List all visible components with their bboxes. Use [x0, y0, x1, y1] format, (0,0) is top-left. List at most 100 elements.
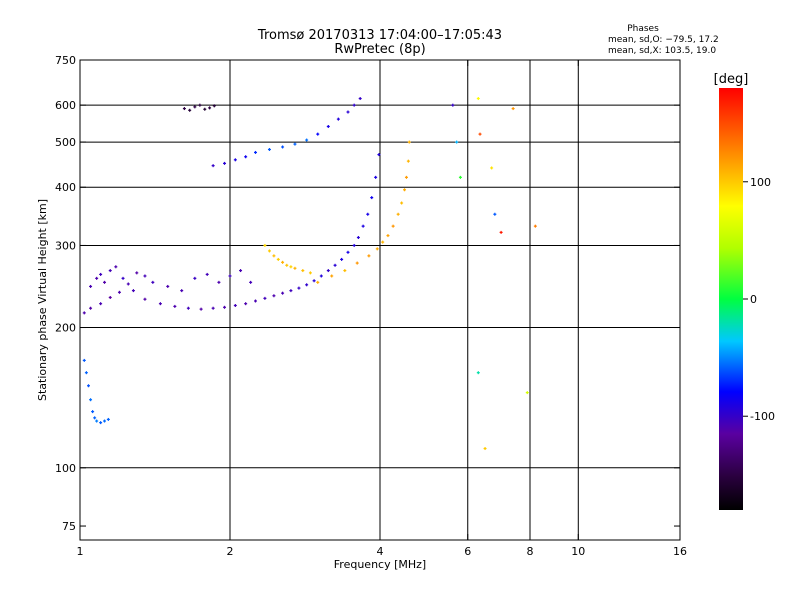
data-point [333, 263, 337, 267]
data-point [89, 398, 93, 402]
data-point [451, 103, 455, 107]
data-point [239, 269, 243, 273]
data-point [336, 117, 340, 121]
data-point [352, 103, 356, 107]
colorbar-tick-label: 0 [750, 293, 757, 306]
data-point [361, 224, 365, 228]
data-point [91, 410, 95, 414]
data-point [403, 188, 407, 192]
data-point [99, 272, 103, 276]
data-point [217, 280, 221, 284]
data-point [370, 196, 374, 200]
data-point [391, 224, 395, 228]
data-point [490, 166, 494, 170]
data-point [263, 296, 267, 300]
data-point [186, 306, 190, 310]
data-point [211, 306, 215, 310]
data-point [511, 107, 515, 111]
data-point [205, 272, 209, 276]
data-points [82, 97, 537, 451]
x-tick-label: 10 [571, 545, 585, 558]
data-point [198, 103, 202, 107]
data-point [126, 282, 130, 286]
data-point [319, 274, 323, 278]
data-point [193, 105, 197, 109]
data-point [367, 254, 371, 258]
y-tick-label: 200 [55, 322, 76, 335]
data-point [188, 108, 192, 112]
data-point [106, 417, 110, 421]
data-point [263, 243, 267, 247]
colorbar [719, 88, 743, 510]
data-point [358, 97, 362, 101]
data-point [114, 265, 118, 269]
data-point [223, 305, 227, 309]
y-tick-label: 300 [55, 239, 76, 252]
data-point [533, 224, 537, 228]
data-point [375, 247, 379, 251]
data-point [281, 291, 285, 295]
data-point [476, 97, 480, 101]
data-point [103, 280, 107, 284]
data-point [199, 307, 203, 311]
data-point [267, 249, 271, 253]
y-tick-label: 100 [55, 462, 76, 475]
colorbar-tick-label: -100 [750, 410, 775, 423]
y-tick-label: 75 [62, 520, 76, 533]
data-point [95, 276, 99, 280]
y-tick-label: 750 [55, 54, 76, 67]
data-point [249, 280, 253, 284]
data-point [326, 269, 330, 273]
data-point [404, 175, 408, 179]
data-point [396, 212, 400, 216]
data-point [223, 161, 227, 165]
data-point [340, 257, 344, 261]
data-point [276, 257, 280, 261]
data-point [301, 269, 305, 273]
x-tick-label: 16 [673, 545, 687, 558]
data-point [131, 289, 135, 293]
data-point [143, 297, 147, 301]
data-point [158, 302, 162, 306]
data-point [281, 260, 285, 264]
data-point [289, 289, 293, 293]
data-point [406, 159, 410, 163]
data-point [483, 447, 487, 451]
data-point [330, 274, 334, 278]
data-point [253, 299, 257, 303]
data-point [458, 175, 462, 179]
data-point [193, 276, 197, 280]
data-point [343, 269, 347, 273]
x-tick-label: 4 [377, 545, 384, 558]
data-point [285, 263, 289, 267]
data-point [82, 311, 86, 315]
data-point [312, 279, 316, 283]
data-point [143, 274, 147, 278]
data-point [84, 371, 88, 375]
data-point [135, 271, 139, 275]
data-point [208, 106, 212, 110]
data-point [316, 280, 320, 284]
data-point [346, 250, 350, 254]
data-point [99, 302, 103, 306]
colorbar-tick-label: 100 [750, 176, 771, 189]
grid [80, 60, 680, 540]
x-tick-label: 8 [527, 545, 534, 558]
data-point [356, 236, 360, 240]
data-point [293, 266, 297, 270]
data-point [352, 243, 356, 247]
x-axis-label: Frequency [MHz] [334, 558, 426, 571]
data-point [89, 284, 93, 288]
data-point [233, 158, 237, 162]
data-point [233, 303, 237, 307]
data-point [166, 284, 170, 288]
data-point [103, 419, 107, 423]
data-point [493, 212, 497, 216]
data-point [281, 145, 285, 149]
data-point [244, 155, 248, 159]
data-point [386, 234, 390, 238]
stats-line-x: mean, sd,X: 103.5, 19.0 [608, 46, 716, 56]
data-point [173, 304, 177, 308]
data-point [305, 138, 309, 142]
